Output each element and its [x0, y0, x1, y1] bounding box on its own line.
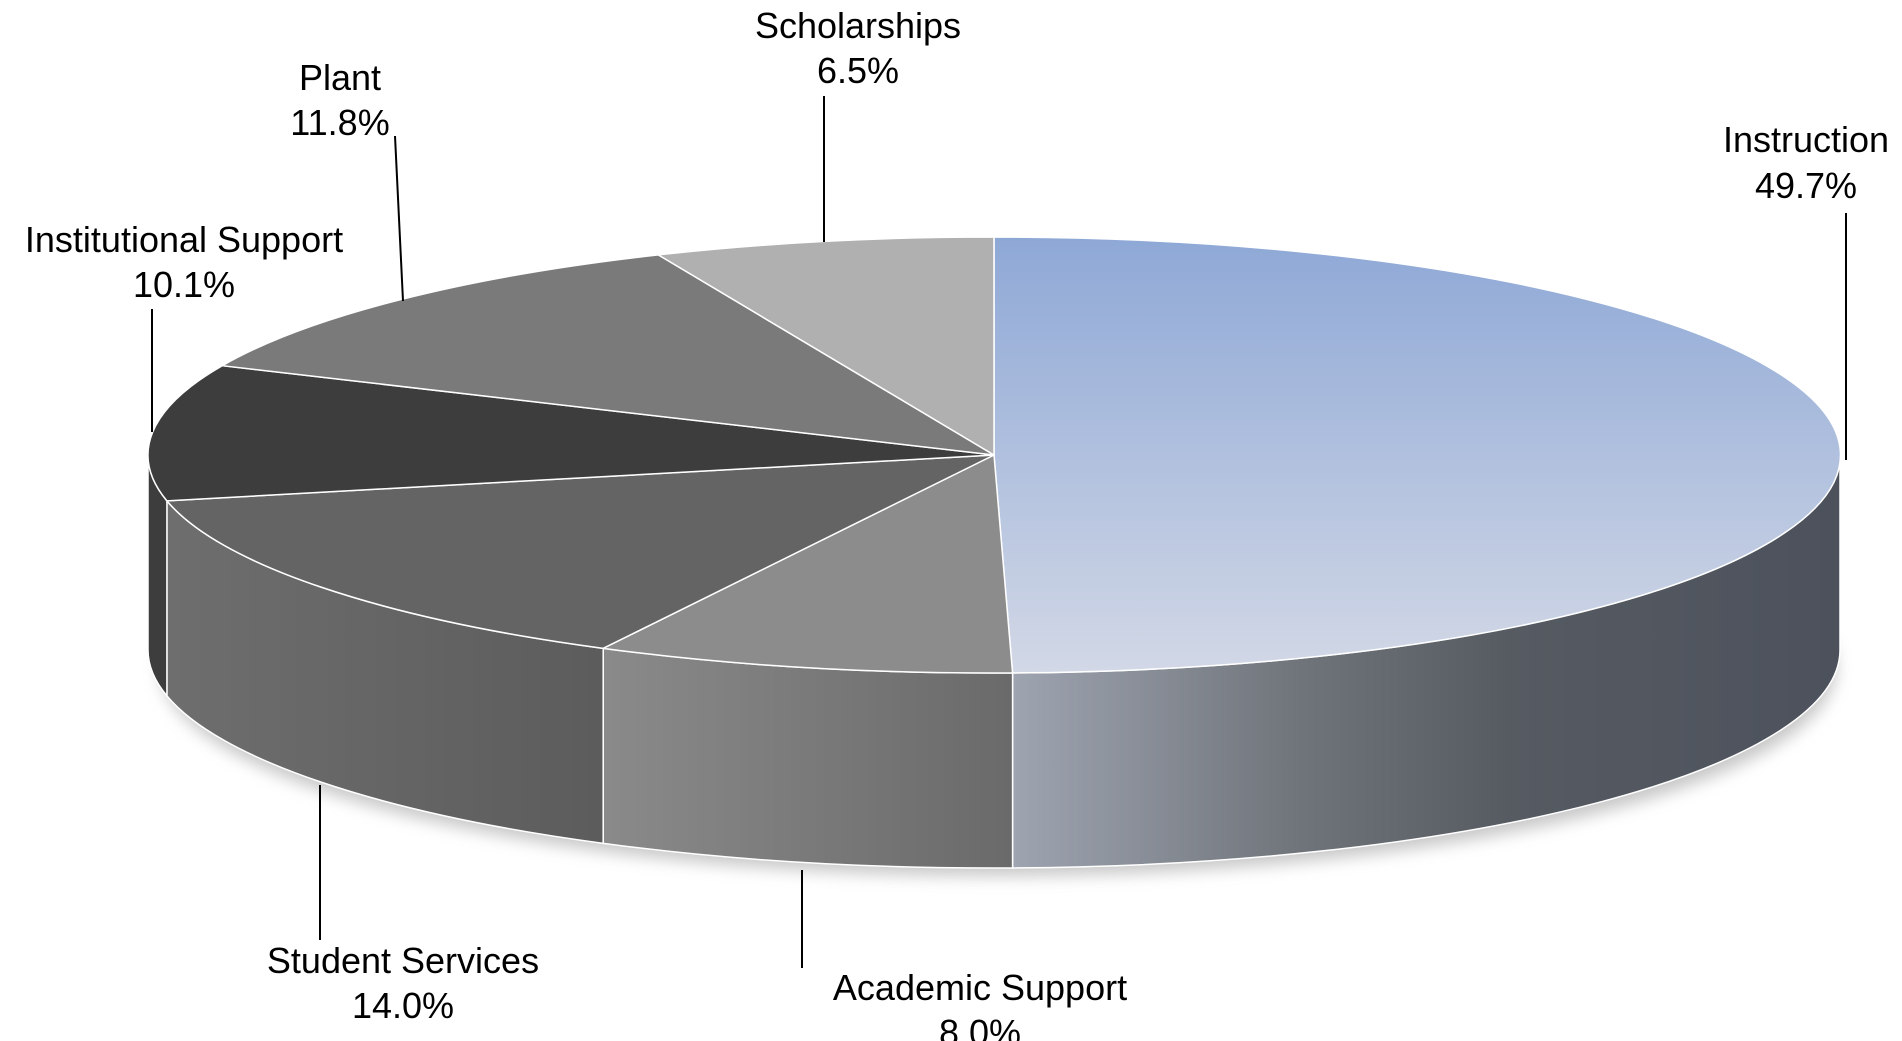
slice-label-group-academic-support: Academic Support 8.0% — [801, 870, 1127, 1041]
pie-slice-plant — [219, 254, 995, 456]
pie-slice-student-services — [165, 454, 995, 650]
slice-value-instruction: 49.7% — [1755, 165, 1857, 206]
slice-value-institutional-support: 10.1% — [133, 264, 235, 305]
pie-slice-scholarships — [656, 236, 995, 457]
pie-slice-academic-support — [600, 453, 1014, 674]
slice-name-institutional-support: Institutional Support — [25, 219, 343, 260]
pie-slice-instruction — [993, 236, 1842, 674]
slice-name-instruction: Instruction — [1723, 119, 1889, 160]
leader-line-plant — [394, 135, 404, 302]
slice-name-scholarships: Scholarships — [755, 5, 961, 46]
slice-value-plant: 11.8% — [290, 102, 389, 143]
slice-name-academic-support: Academic Support — [833, 967, 1127, 1008]
slice-name-plant: Plant — [299, 57, 381, 98]
slice-label-group-instruction: Instruction 49.7% — [1723, 119, 1889, 460]
slice-value-student-services: 14.0% — [352, 985, 454, 1026]
pie-slice-institutional-support — [147, 364, 995, 502]
slice-value-scholarships: 6.5% — [817, 50, 899, 91]
pie-side-academic-support — [602, 647, 1014, 869]
slice-value-academic-support: 8.0% — [939, 1012, 1021, 1041]
slice-name-student-services: Student Services — [267, 940, 539, 981]
